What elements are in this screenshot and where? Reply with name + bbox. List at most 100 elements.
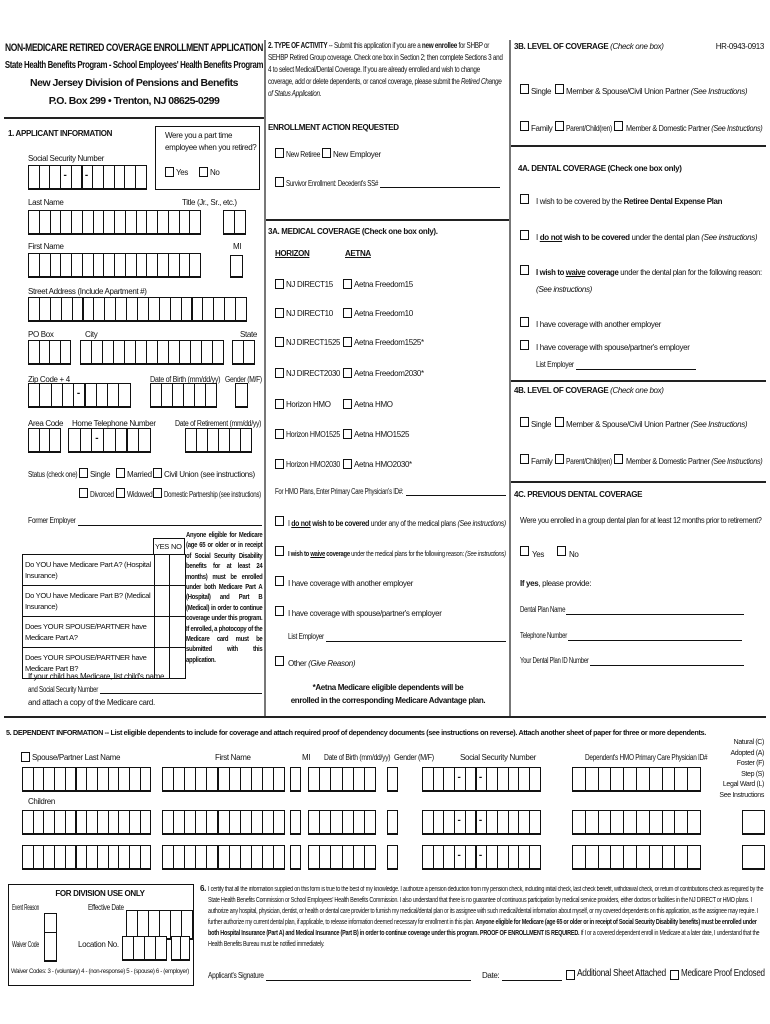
dependent-1-hmo-id-cell[interactable] [610,767,625,792]
3b-family-checkbox[interactable] [520,121,529,131]
dependent-1-hmo-id-cell[interactable] [584,767,599,792]
medicare-no-cell[interactable] [169,617,185,647]
dependent-1-hmo-id-cell[interactable] [572,767,586,792]
status-domestic-partnership-checkbox[interactable] [153,488,162,498]
dependent-3-hmo-id-cell[interactable] [674,845,689,870]
part-time-yes-checkbox[interactable] [165,167,174,177]
medicare-no-cell[interactable] [169,555,185,585]
dependent-2-hmo-id-cell[interactable] [572,810,586,835]
dependent-3-hmo-id-cell[interactable] [648,845,663,870]
dependent-3-hmo-id-cell[interactable] [597,845,612,870]
horizon-plan-checkbox[interactable] [275,308,284,318]
city-cell[interactable] [212,340,224,365]
horizon-plan-checkbox[interactable] [275,399,284,409]
aetna-plan-checkbox[interactable] [343,279,352,289]
date-field[interactable] [502,980,562,981]
aetna-plan-checkbox[interactable] [343,337,352,347]
dependent-3-hmo-id-cell[interactable] [623,845,637,870]
location-no-boxes-2-cell[interactable] [180,936,190,961]
4b-parent-child-checkbox[interactable] [555,454,564,464]
decedent-ssn-field[interactable] [380,187,500,188]
previous-dental-yes-checkbox[interactable] [520,546,529,556]
dependent-3-hmo-id-cell[interactable] [584,845,599,870]
dependent-2-last-name-cell[interactable] [139,810,152,835]
no-medical-checkbox[interactable] [275,516,284,526]
dependent-1-mi-cell[interactable] [290,767,301,792]
4b-single-checkbox[interactable] [520,417,529,427]
dependent-3-hmo-id-cell[interactable] [661,845,676,870]
3b-member-domestic-checkbox[interactable] [614,121,623,131]
aetna-plan-checkbox[interactable] [343,429,352,439]
dental-waive-checkbox[interactable] [520,265,529,275]
street-cell[interactable] [235,297,247,322]
new-employer-checkbox[interactable] [322,148,331,158]
dependent-2-hmo-id-cell[interactable] [687,810,701,835]
previous-dental-no-checkbox[interactable] [557,546,566,556]
dependent-3-relation-box-cell[interactable] [742,845,765,870]
phone-cell[interactable] [138,428,151,453]
medicare-proof-checkbox[interactable] [670,970,679,980]
dependent-3-hmo-id-cell[interactable] [687,845,701,870]
dental-spouse-employer-checkbox[interactable] [520,340,529,350]
horizon-plan-checkbox[interactable] [275,368,284,378]
dependent-3-first-name-cell[interactable] [273,845,286,870]
3b-single-checkbox[interactable] [520,84,529,94]
dependent-3-mi-cell[interactable] [290,845,301,870]
dependent-2-ssn-cell[interactable] [529,810,541,835]
dependent-3-hmo-id-cell[interactable] [572,845,586,870]
aetna-plan-checkbox[interactable] [343,308,352,318]
dental-another-employer-checkbox[interactable] [520,317,529,327]
another-employer-checkbox[interactable] [275,576,284,586]
dependent-2-first-name-cell[interactable] [273,810,286,835]
ssn-cell[interactable] [135,165,147,190]
medicare-yes-cell[interactable] [153,555,170,585]
dependent-2-hmo-id-cell[interactable] [648,810,663,835]
dependent-2-hmo-id-cell[interactable] [610,810,625,835]
spouse-partner-checkbox[interactable] [21,752,30,762]
po-box-cell[interactable] [59,340,71,365]
gender-box-cell[interactable] [235,383,248,408]
4b-member-spouse-checkbox[interactable] [555,417,564,427]
status-single-checkbox[interactable] [79,468,88,478]
medicare-no-cell[interactable] [169,586,185,616]
area-code-cell[interactable] [49,428,62,453]
zip-cell[interactable] [118,383,131,408]
dependent-3-gender-cell[interactable] [387,845,398,870]
aetna-plan-checkbox[interactable] [343,368,352,378]
other-reason-checkbox[interactable] [275,656,284,666]
former-employer-field[interactable] [78,525,262,526]
dependent-3-hmo-id-cell[interactable] [636,845,650,870]
dental-list-employer-field[interactable] [576,369,696,370]
dependent-2-hmo-id-cell[interactable] [597,810,612,835]
dependent-1-hmo-id-cell[interactable] [597,767,612,792]
medicare-yes-cell[interactable] [153,648,170,678]
dependent-2-dob-cell[interactable] [364,810,377,835]
dependent-3-ssn-cell[interactable] [529,845,541,870]
medicare-yes-cell[interactable] [153,586,170,616]
horizon-plan-checkbox[interactable] [275,337,284,347]
waive-medical-checkbox[interactable] [275,546,284,556]
horizon-plan-checkbox[interactable] [275,429,284,439]
dependent-1-hmo-id-cell[interactable] [636,767,650,792]
title-cell[interactable] [234,210,246,235]
additional-sheet-checkbox[interactable] [566,970,575,980]
last-name-cell[interactable] [189,210,201,235]
child-medicare-field[interactable] [100,693,262,694]
dental-not-covered-checkbox[interactable] [520,230,529,240]
dental-covered-checkbox[interactable] [520,194,529,204]
3b-member-spouse-checkbox[interactable] [555,84,564,94]
dental-plan-id-field[interactable] [590,665,744,666]
aetna-plan-checkbox[interactable] [343,399,352,409]
retirement-date-cell[interactable] [240,428,252,453]
horizon-plan-checkbox[interactable] [275,279,284,289]
dob-cell[interactable] [205,383,217,408]
dependent-1-dob-cell[interactable] [364,767,377,792]
status-civil-union-checkbox[interactable] [153,468,162,478]
dependent-2-hmo-id-cell[interactable] [674,810,689,835]
dental-plan-name-field[interactable] [566,614,744,615]
dependent-1-hmo-id-cell[interactable] [687,767,701,792]
medicare-no-cell[interactable] [169,648,185,678]
location-no-cell[interactable] [155,936,167,961]
part-time-no-checkbox[interactable] [199,167,208,177]
signature-field[interactable] [266,980,471,981]
